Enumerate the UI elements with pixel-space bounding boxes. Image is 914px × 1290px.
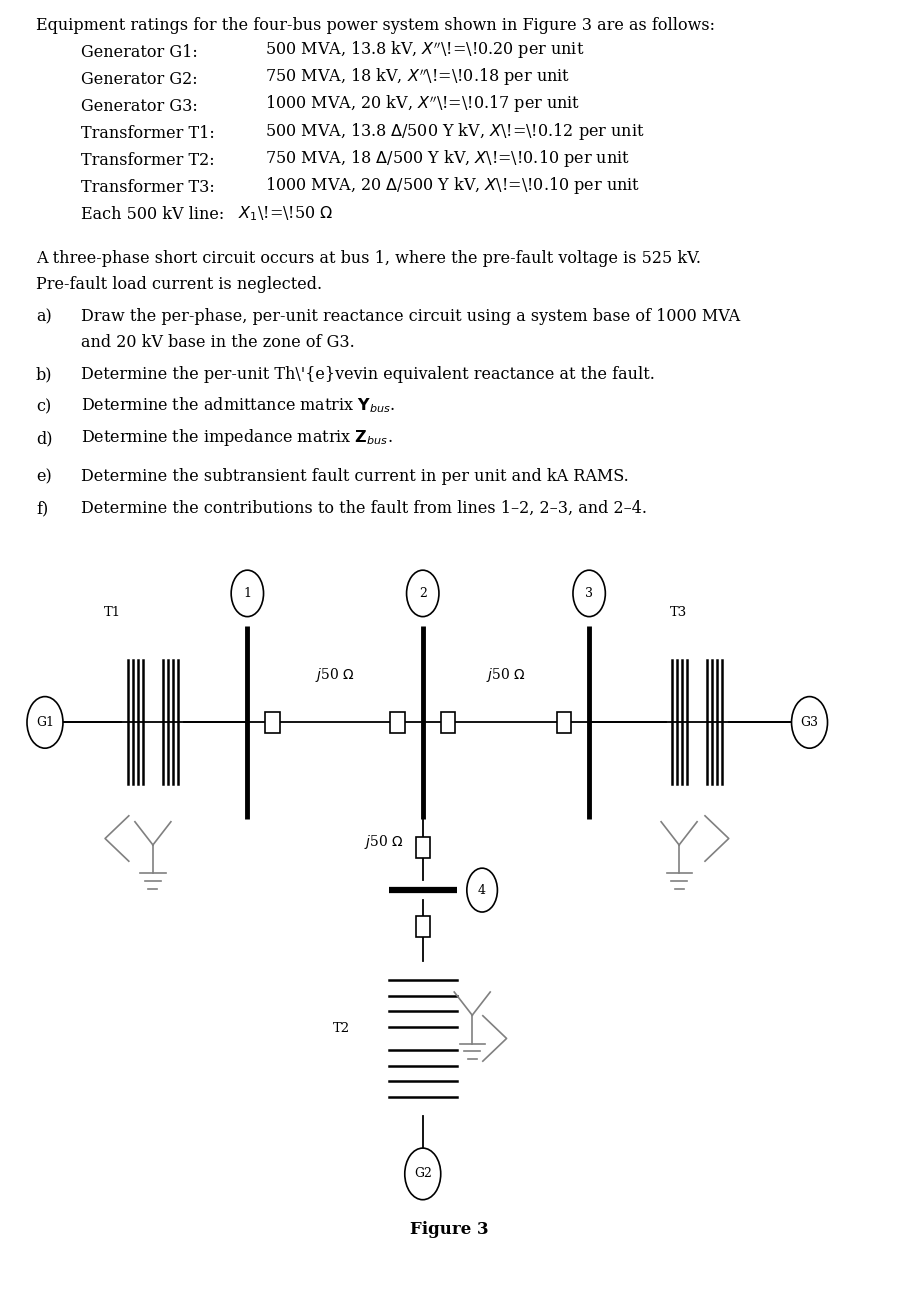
Circle shape — [231, 570, 263, 617]
Text: Determine the subtransient fault current in per unit and kA RAMS.: Determine the subtransient fault current… — [81, 468, 629, 485]
Text: Transformer T3:: Transformer T3: — [81, 179, 215, 196]
Text: Generator G2:: Generator G2: — [81, 71, 197, 88]
Circle shape — [407, 570, 439, 617]
Text: Transformer T1:: Transformer T1: — [81, 125, 215, 142]
Text: 1: 1 — [243, 587, 251, 600]
Bar — [416, 916, 430, 937]
Text: Generator G3:: Generator G3: — [81, 98, 197, 115]
Text: Figure 3: Figure 3 — [410, 1222, 489, 1238]
Text: Determine the admittance matrix $\mathbf{Y}_{bus}$.: Determine the admittance matrix $\mathbf… — [81, 396, 396, 415]
Text: 2: 2 — [419, 587, 427, 600]
Text: Equipment ratings for the four-bus power system shown in Figure 3 are as follows: Equipment ratings for the four-bus power… — [36, 17, 715, 34]
Circle shape — [27, 697, 63, 748]
Text: Determine the per-unit Th\'{e}vevin equivalent reactance at the fault.: Determine the per-unit Th\'{e}vevin equi… — [81, 366, 654, 383]
Text: G1: G1 — [36, 716, 54, 729]
Text: 4: 4 — [478, 884, 486, 897]
Circle shape — [467, 868, 497, 912]
Text: T3: T3 — [670, 606, 687, 619]
Bar — [390, 712, 405, 733]
Bar — [416, 837, 430, 858]
Text: 3: 3 — [585, 587, 593, 600]
Text: 500 MVA, 13.8 $\Delta$/500 Y kV, $X$\!=\!0.12 per unit: 500 MVA, 13.8 $\Delta$/500 Y kV, $X$\!=\… — [265, 121, 645, 142]
Text: Each 500 kV line:: Each 500 kV line: — [81, 206, 235, 223]
Text: Determine the contributions to the fault from lines 1–2, 2–3, and 2–4.: Determine the contributions to the fault… — [81, 501, 647, 517]
Text: G3: G3 — [801, 716, 819, 729]
Text: Draw the per-phase, per-unit reactance circuit using a system base of 1000 MVA: Draw the per-phase, per-unit reactance c… — [81, 308, 740, 325]
Text: A three-phase short circuit occurs at bus 1, where the pre-fault voltage is 525 : A three-phase short circuit occurs at bu… — [36, 250, 701, 267]
Text: T2: T2 — [333, 1022, 350, 1035]
Text: Determine the impedance matrix $\mathbf{Z}_{bus}$.: Determine the impedance matrix $\mathbf{… — [81, 427, 393, 448]
Text: G2: G2 — [414, 1167, 431, 1180]
Bar — [441, 712, 455, 733]
Text: $X_1$\!=\!50 $\Omega$: $X_1$\!=\!50 $\Omega$ — [239, 205, 334, 223]
Text: c): c) — [36, 399, 51, 415]
Text: 750 MVA, 18 $\Delta$/500 Y kV, $X$\!=\!0.10 per unit: 750 MVA, 18 $\Delta$/500 Y kV, $X$\!=\!0… — [265, 148, 631, 169]
Circle shape — [405, 1148, 441, 1200]
Text: b): b) — [36, 366, 52, 383]
Text: a): a) — [36, 308, 52, 325]
Text: $j$50 $\Omega$: $j$50 $\Omega$ — [486, 666, 526, 684]
Bar — [557, 712, 571, 733]
Text: 750 MVA, 18 kV, $X''$\!=\!0.18 per unit: 750 MVA, 18 kV, $X''$\!=\!0.18 per unit — [265, 66, 570, 88]
Text: d): d) — [36, 431, 52, 448]
Text: Generator G1:: Generator G1: — [81, 44, 197, 61]
Text: 1000 MVA, 20 $\Delta$/500 Y kV, $X$\!=\!0.10 per unit: 1000 MVA, 20 $\Delta$/500 Y kV, $X$\!=\!… — [265, 175, 641, 196]
Text: Transformer T2:: Transformer T2: — [81, 152, 215, 169]
Text: 1000 MVA, 20 kV, $X''$\!=\!0.17 per unit: 1000 MVA, 20 kV, $X''$\!=\!0.17 per unit — [265, 93, 580, 115]
Text: Pre-fault load current is neglected.: Pre-fault load current is neglected. — [36, 276, 322, 293]
Text: $j$50 $\Omega$: $j$50 $\Omega$ — [315, 666, 355, 684]
Text: $j$50 $\Omega$: $j$50 $\Omega$ — [365, 833, 404, 850]
Text: 500 MVA, 13.8 kV, $X''$\!=\!0.20 per unit: 500 MVA, 13.8 kV, $X''$\!=\!0.20 per uni… — [265, 39, 585, 61]
Bar — [265, 712, 280, 733]
Text: and 20 kV base in the zone of G3.: and 20 kV base in the zone of G3. — [81, 334, 355, 351]
Circle shape — [573, 570, 605, 617]
Circle shape — [792, 697, 827, 748]
Text: f): f) — [36, 501, 48, 517]
Text: T1: T1 — [103, 606, 121, 619]
Text: e): e) — [36, 468, 52, 485]
